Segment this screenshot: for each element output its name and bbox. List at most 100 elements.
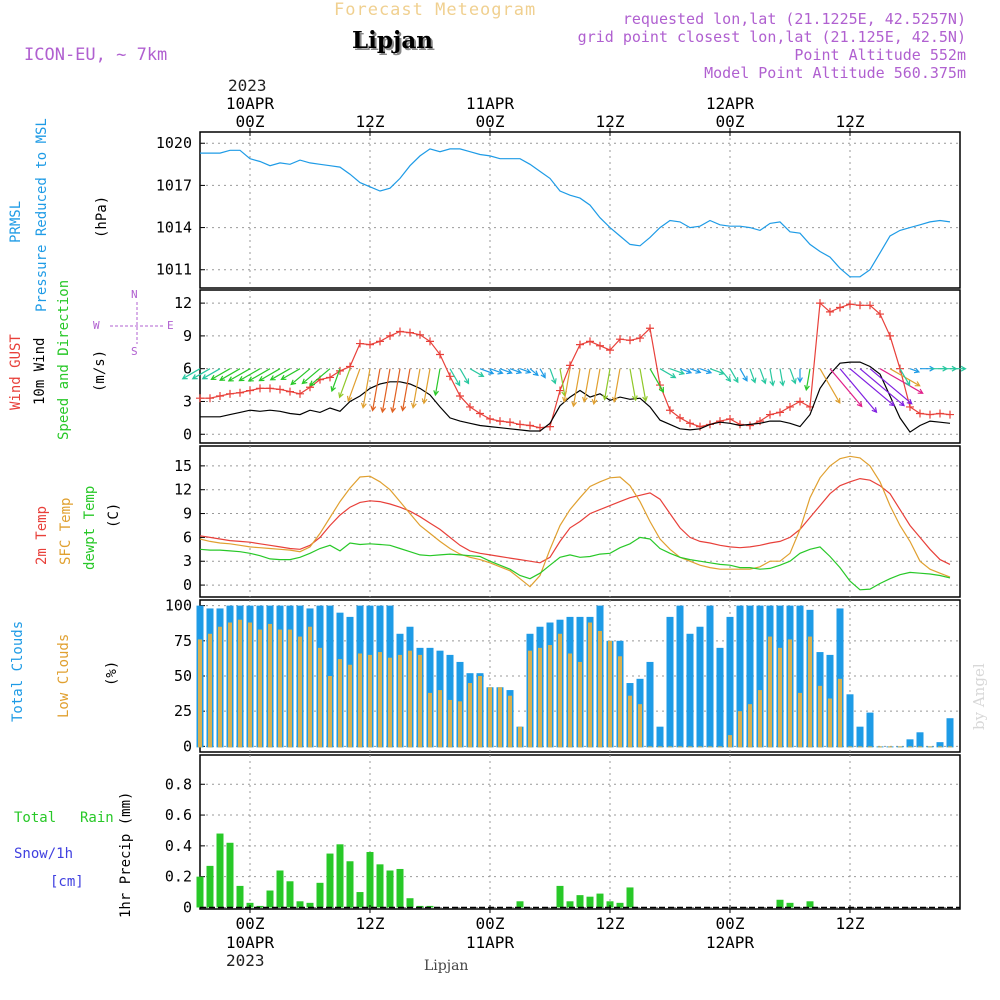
top-axis-tick-label: 00Z bbox=[236, 112, 265, 131]
wind-arrow bbox=[258, 368, 281, 382]
y-tick-label: 0.4 bbox=[165, 837, 192, 855]
model-point-altitude: Model Point Altitude 560.375m bbox=[704, 64, 966, 82]
precip-bar bbox=[406, 898, 414, 908]
wind-arrow bbox=[869, 368, 913, 405]
y-tick-label: 50 bbox=[174, 667, 192, 685]
wind-arrow bbox=[201, 368, 221, 380]
low-cloud-bar bbox=[878, 746, 882, 748]
precip-label-unit: 1hr Precip (mm) bbox=[118, 791, 134, 918]
low-cloud-bar bbox=[248, 622, 252, 748]
low-cloud-bar bbox=[448, 699, 452, 748]
total-cloud-bar bbox=[736, 605, 744, 748]
low-cloud-bar bbox=[678, 746, 682, 748]
wind-arrow bbox=[562, 368, 571, 403]
low-cloud-bar bbox=[808, 636, 812, 748]
pressure-label-prmsl: PRMSL bbox=[8, 200, 24, 243]
precip-bar bbox=[626, 887, 634, 908]
gust-marker bbox=[686, 419, 694, 428]
top-axis-tick-label: 12Z bbox=[836, 112, 865, 131]
gust-marker bbox=[526, 421, 534, 430]
wind-arrow bbox=[779, 368, 786, 387]
gust-marker bbox=[556, 386, 564, 395]
precip-bar bbox=[516, 901, 524, 908]
model-label: ICON-EU, ~ 7km bbox=[24, 45, 168, 65]
low-cloud-bar bbox=[748, 704, 752, 748]
low-cloud-bar bbox=[658, 746, 662, 748]
precip-bar bbox=[426, 905, 434, 908]
precip-bar bbox=[326, 853, 334, 908]
wind-arrow bbox=[181, 368, 201, 380]
wind-arrow bbox=[879, 368, 924, 394]
gust-marker bbox=[646, 324, 654, 333]
gust-marker bbox=[786, 402, 794, 411]
wind-arrow bbox=[899, 368, 911, 387]
station-title: Lipjan bbox=[352, 27, 433, 54]
total-cloud-bar bbox=[836, 608, 844, 748]
low-cloud-bar bbox=[708, 746, 712, 748]
wind-arrow bbox=[400, 368, 411, 412]
gust-marker bbox=[326, 373, 334, 382]
total-cloud-bar bbox=[946, 718, 954, 748]
gust-marker bbox=[906, 402, 914, 411]
low-cloud-bar bbox=[608, 640, 612, 748]
wind-arrow bbox=[612, 368, 621, 403]
gust-marker bbox=[826, 307, 834, 316]
gust-marker bbox=[286, 387, 294, 396]
low-cloud-bar bbox=[558, 633, 562, 748]
low-cloud-bar bbox=[358, 653, 362, 748]
top-axis-tick-label: 00Z bbox=[476, 112, 505, 131]
wind-arrow bbox=[346, 368, 361, 403]
gust-marker bbox=[456, 392, 464, 401]
wind-arrow bbox=[330, 368, 341, 393]
low-cloud-bar bbox=[288, 629, 292, 748]
total-cloud-bar bbox=[906, 739, 914, 748]
gust-marker bbox=[586, 337, 594, 346]
low-cloud-bar bbox=[268, 623, 272, 748]
gust-marker bbox=[266, 384, 274, 393]
panel-frame bbox=[199, 131, 961, 289]
y-tick-label: 3 bbox=[183, 392, 192, 410]
compass-west: W bbox=[93, 319, 100, 332]
wind-arrow bbox=[459, 368, 470, 385]
wind-arrow bbox=[247, 368, 271, 382]
precip-bar bbox=[196, 876, 204, 908]
low-cloud-bar bbox=[868, 746, 872, 748]
gust-marker bbox=[596, 341, 604, 350]
wind-arrow bbox=[509, 368, 523, 375]
point-altitude: Point Altitude 552m bbox=[794, 46, 966, 64]
low-cloud-bar bbox=[568, 653, 572, 748]
pressure-label-msl: Pressure Reduced to MSL bbox=[34, 118, 50, 312]
precip-bar bbox=[306, 902, 314, 908]
cloud-label-unit: (%) bbox=[104, 660, 120, 686]
precip-label-snow: Snow/1h bbox=[14, 846, 74, 862]
total-cloud-bar bbox=[676, 605, 684, 748]
wind-arrow bbox=[499, 368, 513, 375]
y-tick-label: 100 bbox=[165, 597, 192, 615]
top-axis-tick-label: 00Z bbox=[716, 112, 745, 131]
gust-marker bbox=[376, 337, 384, 346]
wind-arrow bbox=[909, 367, 921, 374]
gust-marker bbox=[386, 331, 394, 340]
total-cloud-bar bbox=[646, 661, 654, 748]
wind-arrow bbox=[859, 368, 905, 407]
gust-marker bbox=[366, 340, 374, 349]
panel-frame bbox=[199, 445, 961, 598]
wind-arrow bbox=[338, 368, 351, 399]
precip-bar bbox=[386, 870, 394, 908]
panel-precipitation: 0 0.2 0.4 0.6 0.8 bbox=[165, 754, 961, 916]
wind-arrow bbox=[539, 368, 546, 379]
gust-marker bbox=[846, 300, 854, 309]
precip-bar bbox=[266, 890, 274, 908]
y-tick-label: 1011 bbox=[156, 261, 192, 279]
precip-bar bbox=[596, 893, 604, 908]
wind-arrow bbox=[519, 368, 532, 374]
gust-marker bbox=[896, 364, 904, 373]
wind-arrow bbox=[699, 368, 713, 375]
series-line-prmsl bbox=[200, 148, 951, 278]
wind-label-speed-dir: Speed and Direction bbox=[56, 279, 72, 440]
bottom-axis-tick-label: 12Z bbox=[836, 914, 865, 933]
gust-marker bbox=[216, 392, 224, 401]
wind-arrow bbox=[649, 368, 665, 393]
panel-pressure: 1011 1014 1017 1020 bbox=[156, 131, 961, 289]
wind-arrow bbox=[191, 368, 211, 380]
